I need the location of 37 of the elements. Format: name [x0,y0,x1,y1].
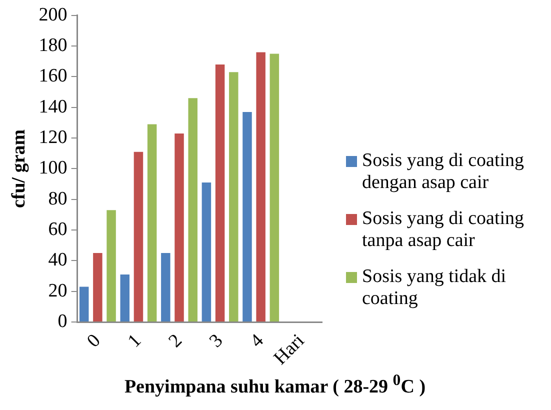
y-tick-label: 200 [38,4,68,26]
bar [242,112,252,322]
legend-label: Sosis yang di coating dengan asap cair [362,150,524,193]
bar [270,54,280,322]
x-tick-label: 4 [246,330,268,352]
bar [174,133,184,322]
bar [256,52,266,322]
bar [161,253,170,322]
bar [215,64,225,322]
y-tick-label: 0 [58,310,68,332]
bar [79,286,89,322]
y-axis-title: cfu/ gram [8,129,30,208]
bar [93,253,102,322]
bar [188,98,198,322]
bar [134,152,144,322]
x-tick-label: 3 [206,330,228,352]
y-tick-label: 20 [48,280,68,302]
y-tick-label: 140 [38,96,68,118]
x-tick-label: 1 [124,330,146,352]
legend-label: Sosis yang di coating tanpa asap cair [362,208,524,251]
y-tick-label: 80 [48,188,68,210]
x-tick-label: 2 [164,330,186,352]
bar [147,124,157,322]
bar [120,274,130,322]
y-tick-label: 160 [38,66,68,87]
y-tick-label: 40 [48,250,68,271]
bar [229,72,238,322]
x-axis-title: Penyimpana suhu kamar ( 28-29 $^{0}$C ) [123,372,427,398]
bar [202,182,212,322]
y-tick-label: 120 [38,127,68,148]
y-tick-label: 180 [38,35,68,56]
legend-label: Sosis yang tidak di coating [362,266,506,309]
x-tick-label: 0 [83,330,105,352]
y-tick-label: 60 [48,219,68,240]
x-tick-label: Hari [270,330,309,370]
y-tick-label: 100 [38,158,68,179]
bar [106,210,116,322]
